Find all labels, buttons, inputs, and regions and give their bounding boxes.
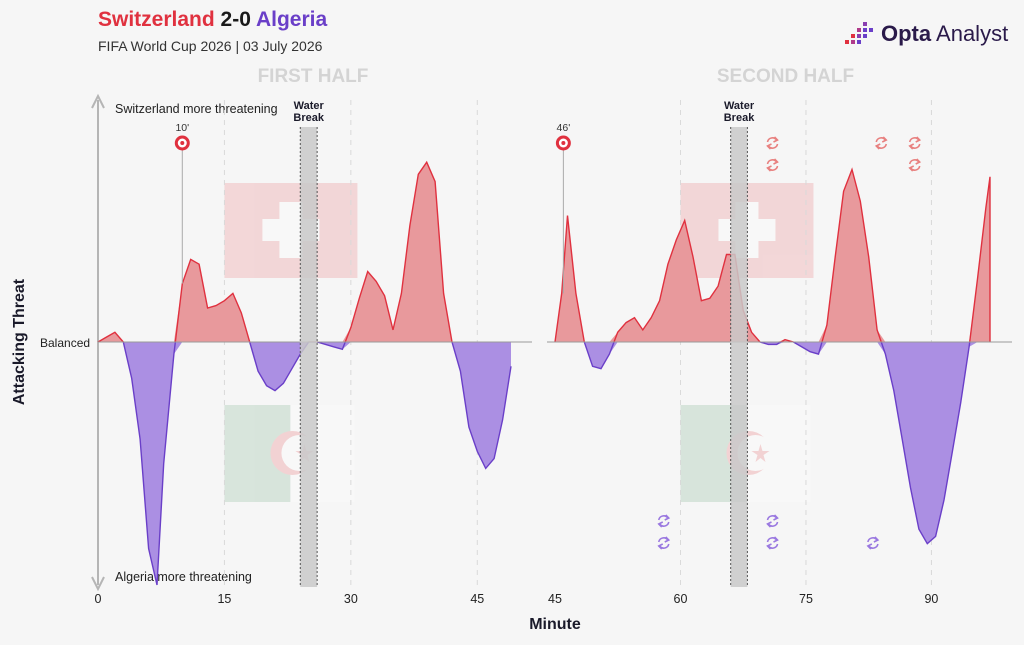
match-subtitle: FIFA World Cup 2026 | 03 July 2026 bbox=[98, 38, 323, 54]
top-threat-label: Switzerland more threatening bbox=[115, 102, 278, 116]
algeria-flag-green bbox=[224, 405, 291, 502]
algeria-flag-white bbox=[746, 405, 811, 502]
substitution-icon bbox=[766, 136, 779, 150]
y-axis-title: Attacking Threat bbox=[11, 278, 28, 405]
match-title: Switzerland 2-0 Algeria bbox=[98, 8, 327, 32]
logo-bold-text: Opta bbox=[881, 21, 932, 46]
water-break-band bbox=[300, 127, 318, 587]
switzerland-flag-watermark bbox=[224, 183, 358, 278]
x-axis-title: Minute bbox=[529, 616, 581, 633]
goal-marker: 10' bbox=[174, 122, 190, 284]
logo-light-text: Analyst bbox=[936, 21, 1009, 46]
x-tick-label: 90 bbox=[924, 592, 938, 606]
switzerland-threat-area bbox=[98, 162, 511, 342]
home-team-name: Switzerland bbox=[98, 8, 215, 31]
water-break-label: Water bbox=[294, 100, 325, 112]
y-axis-arrow-up bbox=[91, 93, 105, 109]
x-tick-label: 30 bbox=[344, 592, 358, 606]
water-break-label: Water bbox=[724, 100, 755, 112]
substitution-icon bbox=[766, 536, 779, 550]
y-axis-arrow-down bbox=[91, 576, 105, 592]
substitution-icon bbox=[657, 514, 671, 528]
algeria-threat-line bbox=[555, 342, 991, 545]
goal-minute-label: 10' bbox=[175, 122, 189, 134]
water-break-label: Break bbox=[293, 112, 324, 124]
substitution-icon bbox=[657, 536, 671, 550]
balanced-label: Balanced bbox=[40, 336, 90, 350]
goal-marker: 46' bbox=[555, 122, 571, 294]
water-break-label: Break bbox=[724, 112, 755, 124]
x-tick-label: 45 bbox=[548, 592, 562, 606]
x-tick-label: 60 bbox=[674, 592, 688, 606]
water-break-band bbox=[730, 127, 748, 587]
substitution-icon bbox=[766, 158, 779, 172]
half-title: SECOND HALF bbox=[717, 66, 854, 87]
bottom-threat-label: Algeria more threatening bbox=[115, 570, 252, 584]
swiss-flag-field bbox=[224, 183, 358, 278]
switzerland-threat-line bbox=[554, 167, 991, 342]
algeria-threat-area bbox=[98, 342, 511, 585]
substitution-icon bbox=[908, 158, 922, 172]
switzerland-threat-line bbox=[97, 160, 453, 342]
algeria-star bbox=[751, 444, 770, 462]
x-tick-label: 15 bbox=[217, 592, 231, 606]
algeria-flag-watermark bbox=[224, 405, 355, 502]
swiss-cross-vertical bbox=[279, 202, 303, 258]
x-tick-label: 0 bbox=[95, 592, 102, 606]
opta-mark-icon bbox=[845, 22, 873, 44]
x-tick-label: 75 bbox=[799, 592, 813, 606]
half-title: FIRST HALF bbox=[258, 66, 369, 87]
substitution-icon bbox=[908, 136, 922, 150]
substitution-icon bbox=[874, 136, 888, 150]
x-tick-label: 45 bbox=[470, 592, 484, 606]
substitution-icon bbox=[866, 536, 880, 550]
away-team-name: Algeria bbox=[255, 8, 328, 31]
goal-minute-label: 46' bbox=[557, 122, 571, 134]
switzerland-threat-area bbox=[555, 169, 990, 342]
opta-analyst-logo: Opta Analyst bbox=[845, 18, 1008, 50]
match-score: 2-0 bbox=[220, 8, 251, 31]
substitution-icon bbox=[766, 514, 779, 528]
